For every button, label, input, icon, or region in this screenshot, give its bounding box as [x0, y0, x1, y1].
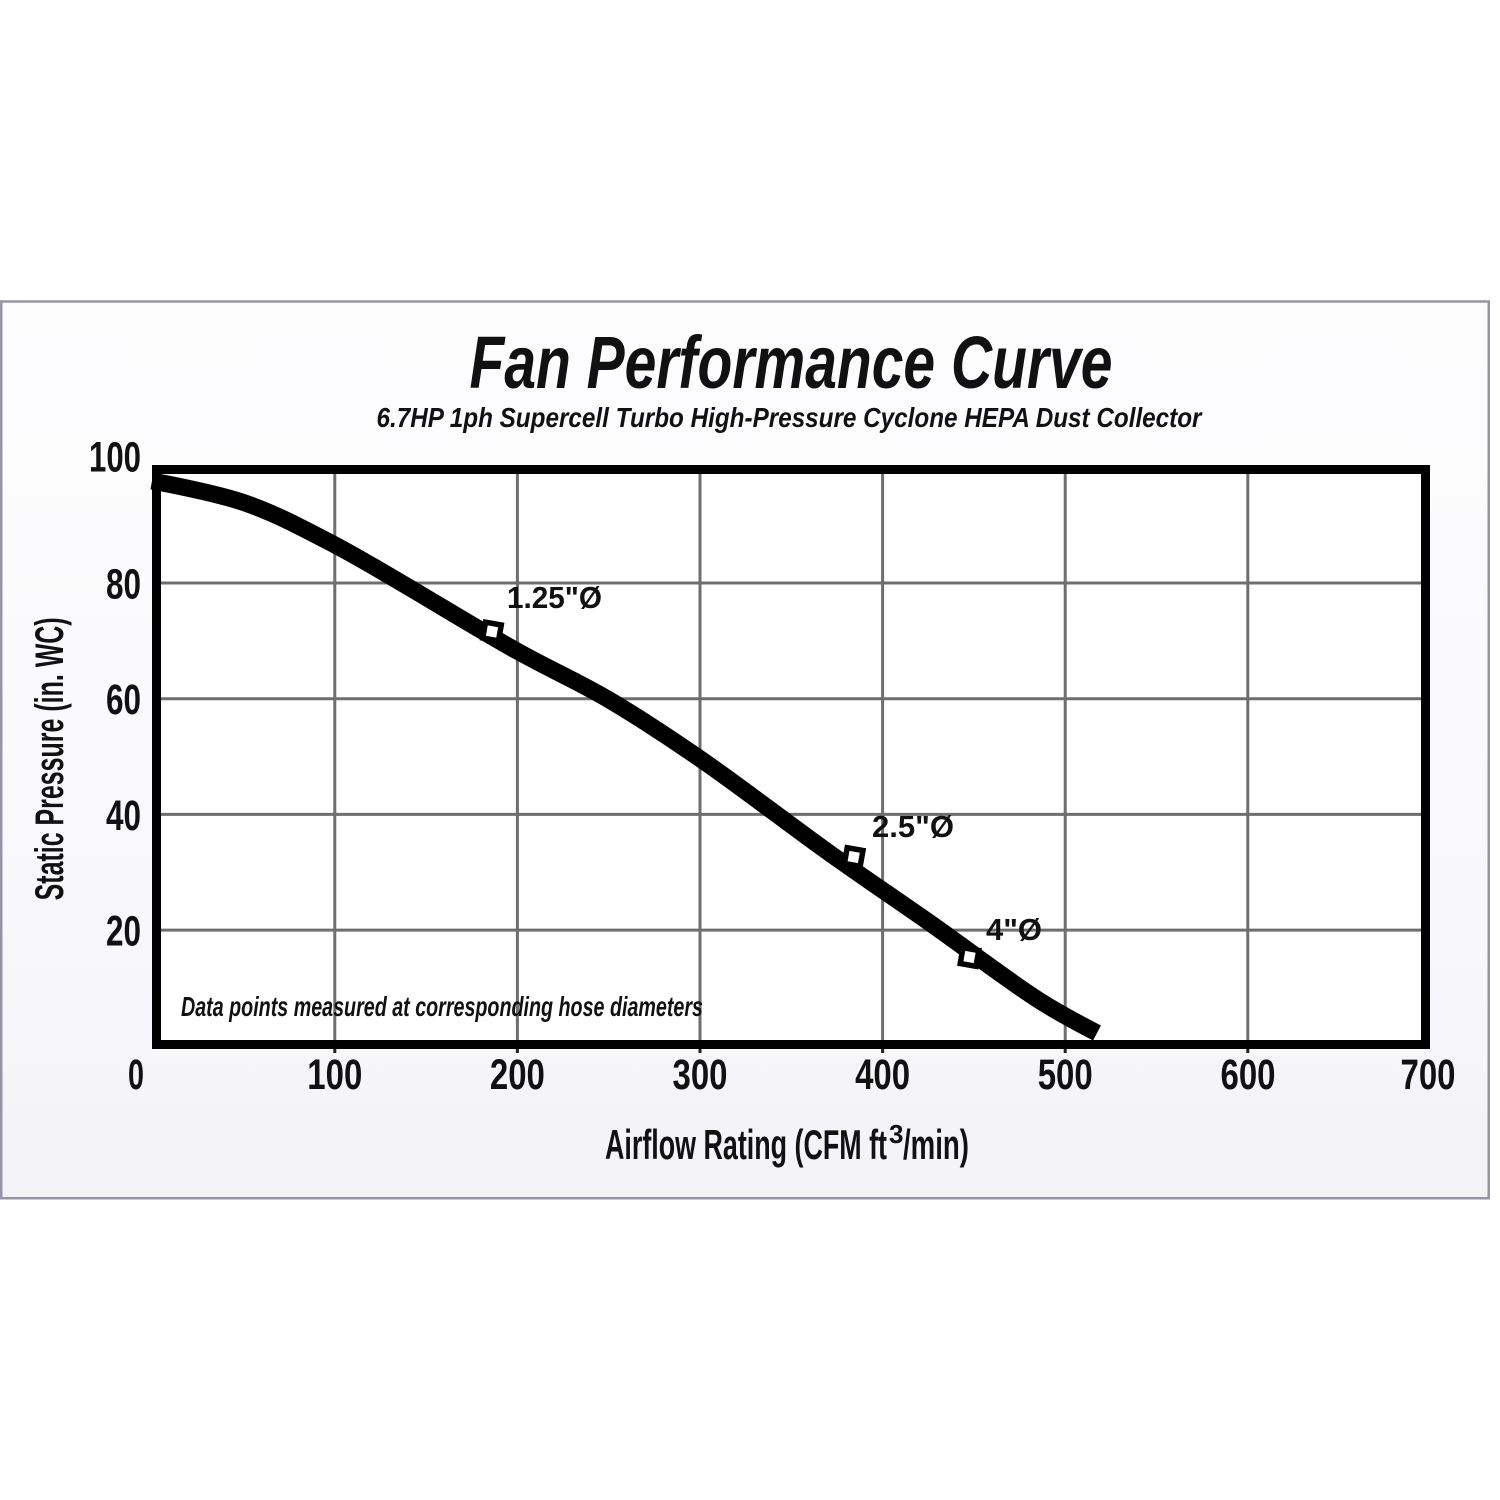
svg-text:1.25"Ø: 1.25"Ø — [507, 580, 602, 615]
svg-text:Airflow Rating (CFM ft: Airflow Rating (CFM ft — [605, 1121, 887, 1168]
svg-text:Static Pressure (in. WC): Static Pressure (in. WC) — [28, 617, 72, 900]
svg-text:400: 400 — [855, 1051, 910, 1099]
svg-text:60: 60 — [106, 676, 141, 724]
svg-text:Fan Performance Curve: Fan Performance Curve — [470, 321, 1113, 404]
svg-text:2.5"Ø: 2.5"Ø — [872, 809, 954, 844]
svg-text:80: 80 — [106, 561, 141, 609]
svg-text:0: 0 — [128, 1051, 144, 1099]
svg-text:600: 600 — [1221, 1051, 1276, 1099]
svg-text:/min): /min) — [903, 1121, 969, 1168]
svg-text:40: 40 — [106, 792, 141, 840]
svg-text:500: 500 — [1038, 1051, 1093, 1099]
svg-text:4"Ø: 4"Ø — [986, 912, 1042, 947]
svg-text:Data points measured at corres: Data points measured at corresponding ho… — [181, 991, 703, 1022]
svg-text:20: 20 — [106, 908, 141, 956]
svg-text:3: 3 — [889, 1119, 903, 1149]
svg-text:200: 200 — [490, 1051, 545, 1099]
svg-text:100: 100 — [89, 434, 141, 482]
svg-text:100: 100 — [307, 1051, 362, 1099]
svg-text:300: 300 — [673, 1051, 728, 1099]
svg-text:6.7HP 1ph Supercell Turbo High: 6.7HP 1ph Supercell Turbo High-Pressure … — [377, 402, 1204, 433]
svg-text:700: 700 — [1401, 1051, 1456, 1099]
